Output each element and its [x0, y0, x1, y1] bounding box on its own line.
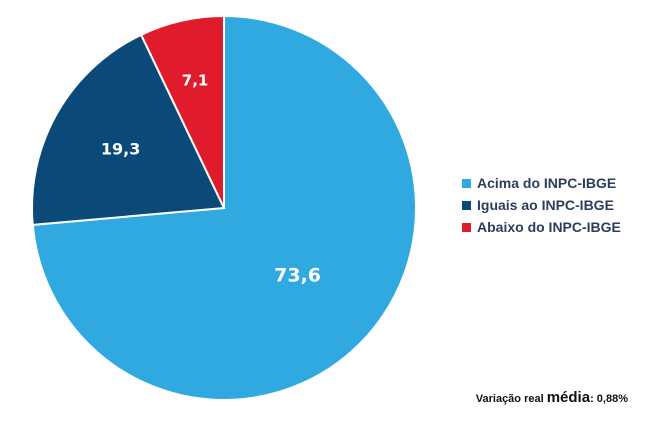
footnote-emphasis: média: [546, 389, 591, 406]
footnote: Variação real média: 0,88%: [476, 389, 628, 406]
legend-swatch-iguais: [462, 200, 471, 210]
legend-item-abaixo: Abaixo do INPC-IBGE: [462, 216, 621, 238]
pie-slice-abaixo: [139, 14, 225, 209]
legend-label-iguais: Iguais ao INPC-IBGE: [477, 197, 614, 213]
data-label-abaixo: 7,1: [182, 72, 209, 90]
data-label-iguais: 19,3: [101, 140, 140, 159]
legend-swatch-abaixo: [462, 222, 471, 232]
data-label-acima: 73,6: [274, 264, 321, 286]
legend-item-acima: Acima do INPC-IBGE: [462, 172, 621, 194]
footnote-prefix: Variação real: [475, 393, 547, 405]
legend-item-iguais: Iguais ao INPC-IBGE: [462, 194, 621, 216]
legend-label-abaixo: Abaixo do INPC-IBGE: [477, 219, 621, 235]
pie-slice-iguais: [31, 33, 226, 226]
legend-label-acima: Acima do INPC-IBGE: [477, 175, 617, 191]
legend: Acima do INPC-IBGE Iguais ao INPC-IBGE A…: [462, 172, 621, 238]
legend-swatch-acima: [462, 178, 471, 188]
footnote-suffix: : 0,88%: [590, 393, 628, 405]
